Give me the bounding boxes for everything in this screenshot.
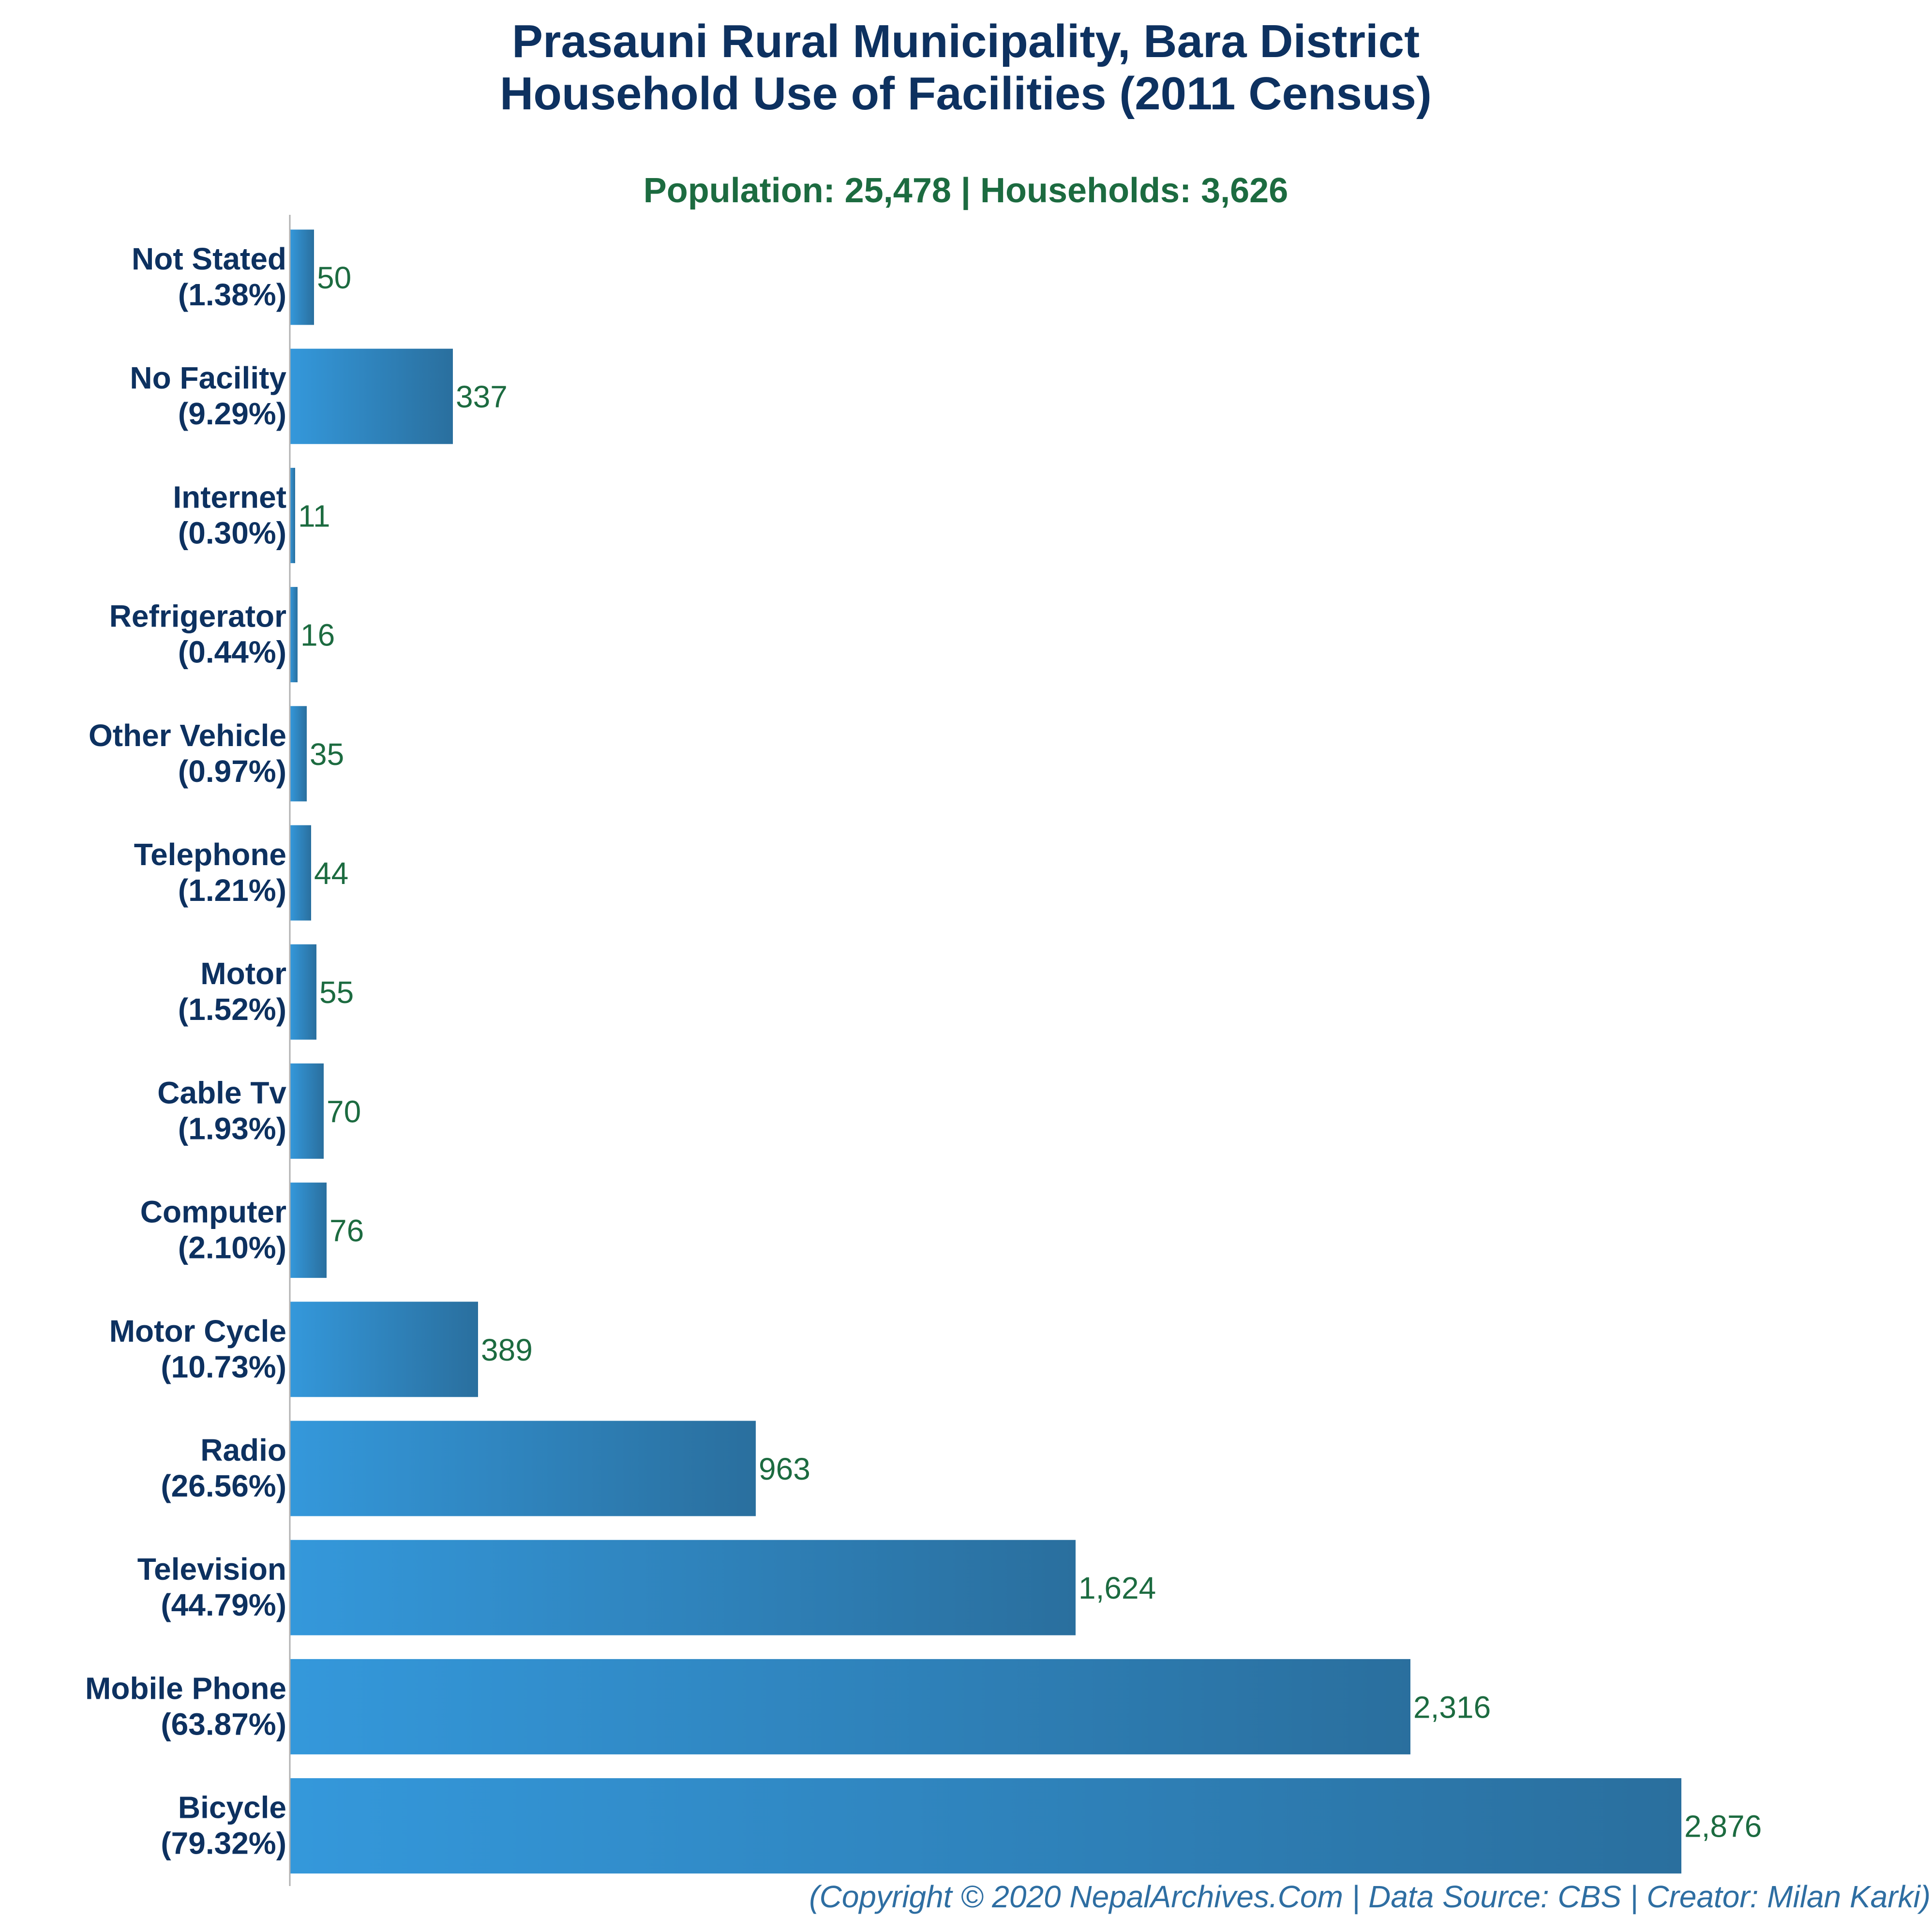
bar-8	[290, 1183, 327, 1278]
bar-5	[290, 825, 311, 921]
bar-value-label: 44	[314, 856, 348, 891]
bar-7	[290, 1063, 324, 1159]
bar-1	[290, 348, 453, 444]
bar-2	[290, 467, 295, 563]
category-label: Mobile Phone	[85, 1671, 286, 1706]
category-label: Motor Cycle	[109, 1314, 286, 1348]
footer-credit: (Copyright © 2020 NepalArchives.Com | Da…	[809, 1879, 1931, 1915]
bar-12	[290, 1659, 1410, 1754]
category-label: Cable Tv	[157, 1075, 286, 1110]
bar-3	[290, 587, 298, 683]
bar-value-label: 389	[481, 1333, 533, 1367]
bar-value-label: 2,876	[1684, 1809, 1762, 1844]
category-label: No Facility	[130, 360, 286, 395]
chart-title-line2: Household Use of Facilities (2011 Census…	[500, 68, 1432, 120]
bar-value-label: 70	[327, 1094, 361, 1129]
bar-6	[290, 944, 316, 1040]
chart-title-line1: Prasauni Rural Municipality, Bara Distri…	[512, 15, 1420, 67]
bar-10	[290, 1421, 756, 1516]
category-percent-label: (10.73%)	[161, 1349, 286, 1384]
category-label: Not Stated	[132, 241, 286, 276]
category-label: Motor	[200, 956, 286, 991]
bar-9	[290, 1302, 478, 1397]
bar-value-label: 337	[456, 379, 508, 414]
bar-4	[290, 706, 307, 802]
category-percent-label: (63.87%)	[161, 1707, 286, 1741]
category-label: Computer	[140, 1195, 286, 1229]
category-label: Telephone	[134, 837, 286, 872]
category-label: Radio	[200, 1433, 286, 1468]
category-percent-label: (44.79%)	[161, 1588, 286, 1622]
category-percent-label: (26.56%)	[161, 1468, 286, 1503]
bar-value-label: 16	[300, 618, 335, 653]
category-label: Refrigerator	[109, 599, 286, 634]
bar-value-label: 55	[319, 975, 354, 1010]
bar-value-label: 76	[329, 1213, 364, 1248]
category-label: Bicycle	[178, 1790, 286, 1825]
category-label: Internet	[173, 479, 286, 514]
category-percent-label: (1.21%)	[178, 873, 286, 908]
category-percent-label: (0.30%)	[178, 515, 286, 550]
category-label: Television	[137, 1552, 286, 1587]
bar-13	[290, 1778, 1681, 1874]
bar-value-label: 11	[298, 498, 330, 533]
category-percent-label: (2.10%)	[178, 1230, 286, 1265]
bar-value-label: 35	[310, 737, 344, 772]
category-percent-label: (79.32%)	[161, 1826, 286, 1861]
category-percent-label: (1.38%)	[178, 277, 286, 312]
category-percent-label: (1.52%)	[178, 992, 286, 1027]
category-percent-label: (1.93%)	[178, 1111, 286, 1146]
bar-value-label: 1,624	[1078, 1571, 1156, 1605]
category-label: Other Vehicle	[89, 718, 286, 753]
chart-subtitle: Population: 25,478 | Households: 3,626	[644, 171, 1288, 210]
bars-group: 50 Not Stated(1.38%) 337 No Facility(9.29%)…	[85, 229, 1762, 1874]
bar-value-label: 2,316	[1413, 1690, 1491, 1724]
bar-value-label: 50	[317, 260, 351, 295]
category-percent-label: (0.44%)	[178, 635, 286, 670]
bar-11	[290, 1540, 1076, 1635]
category-percent-label: (9.29%)	[178, 396, 286, 431]
category-percent-label: (0.97%)	[178, 754, 286, 789]
bar-value-label: 963	[759, 1452, 810, 1486]
bar-0	[290, 229, 314, 325]
